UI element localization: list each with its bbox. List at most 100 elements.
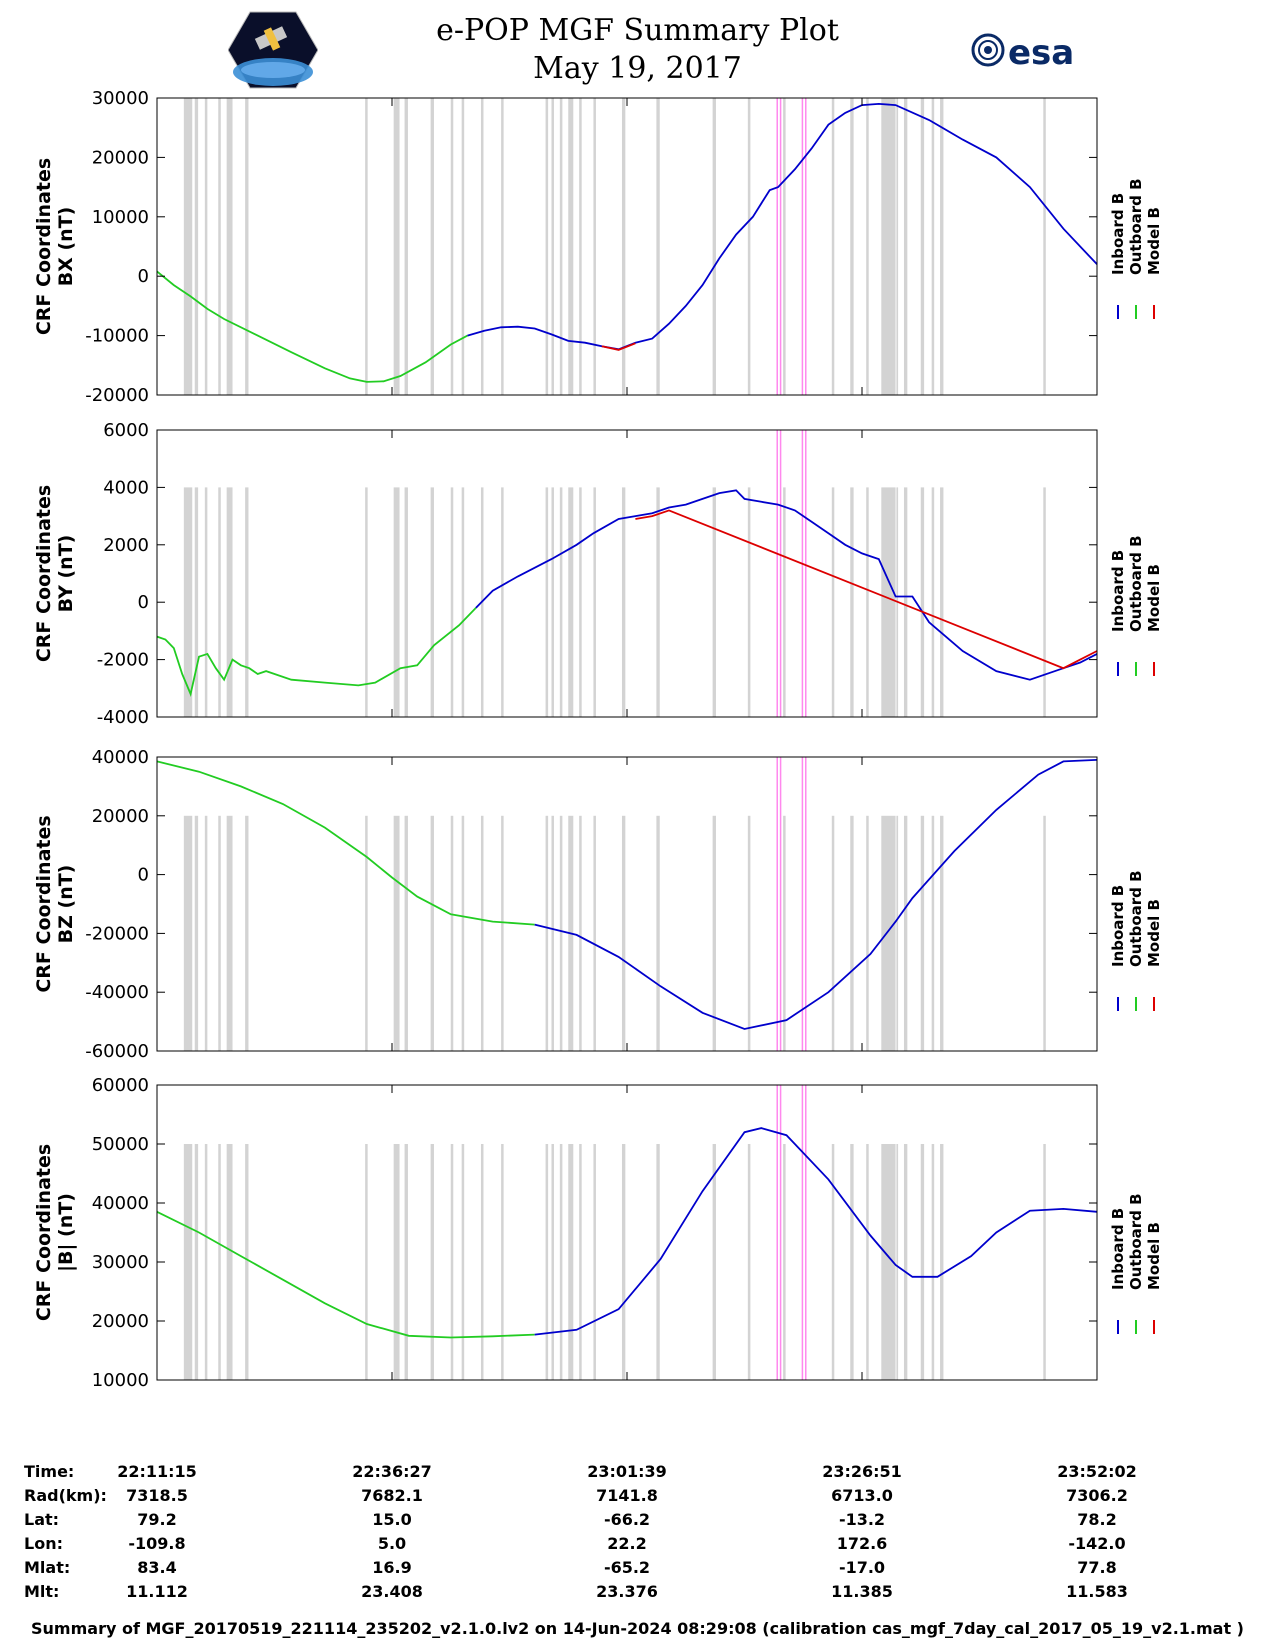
panel-4: 60000 50000 40000 30000 20000 10000 CRF Coordi…: [33, 1075, 1163, 1391]
gap-band: [501, 815, 504, 1051]
y-tick-label: 60000: [92, 1075, 149, 1096]
gap-band: [920, 1144, 925, 1380]
gap-band: [866, 487, 869, 717]
gap-band: [559, 487, 563, 717]
info-cell: 7306.2: [1066, 1486, 1128, 1505]
gap-band: [194, 98, 199, 395]
gap-band: [461, 487, 465, 717]
gap-band: [545, 815, 549, 1051]
gap-band: [747, 1144, 751, 1380]
gap-band: [866, 98, 869, 395]
y-tick-label: -60000: [85, 1041, 149, 1062]
title-block: e-POP MGF Summary Plot May 19, 2017: [0, 12, 1275, 88]
gap-band: [480, 815, 484, 1051]
info-row: Time: 22:11:15 22:36:27 23:01:39 23:26:51 23:…: [0, 1462, 1275, 1486]
gap-band: [501, 487, 504, 717]
gap-band: [850, 98, 854, 395]
info-cell: -65.2: [603, 1558, 651, 1577]
gap-band: [183, 487, 193, 717]
info-cell: 83.4: [137, 1558, 177, 1577]
gap-band: [579, 1144, 582, 1380]
gap-band: [1043, 1144, 1046, 1380]
info-row: Lon: -109.8 5.0 22.2 172.6 -142.0: [0, 1534, 1275, 1558]
gap-band: [404, 487, 408, 717]
gap-band: [621, 1144, 626, 1380]
gap-band: [404, 98, 408, 395]
gap-band: [245, 815, 249, 1051]
info-cell: 23.376: [596, 1582, 658, 1601]
gap-band: [365, 487, 368, 717]
gap-band: [226, 487, 233, 717]
info-cell: 11.385: [831, 1582, 893, 1601]
y-axis-label-line1: CRF Coordinates: [33, 815, 55, 992]
gap-band: [461, 1144, 465, 1380]
legend-label: Inboard B: [1109, 193, 1127, 275]
info-cell: 23:26:51: [822, 1462, 902, 1481]
panel-1: 30000 20000 10000 0 -10000 -20000 CRF Coordina…: [33, 88, 1163, 406]
panel-3: 40000 20000 0 -20000 -40000 -60000 CRF Coordin…: [33, 747, 1163, 1062]
info-cell: 22.2: [607, 1534, 647, 1553]
y-tick-label: 10000: [92, 207, 149, 228]
series-model-b: [635, 509, 1098, 670]
gap-band: [204, 98, 208, 395]
gap-band: [881, 815, 896, 1051]
info-cell: 77.8: [1077, 1558, 1117, 1577]
gap-band: [747, 98, 751, 395]
y-axis-label-line2: BY (nT): [55, 535, 77, 613]
gap-band: [896, 815, 899, 1051]
gap-band: [404, 815, 408, 1051]
gap-band: [881, 1144, 896, 1380]
gap-band: [226, 1144, 233, 1380]
epop-mission-logo: [228, 11, 318, 89]
gap-band: [903, 487, 908, 717]
gap-band: [183, 98, 193, 395]
info-cell: 11.583: [1066, 1582, 1128, 1601]
info-cell: 15.0: [372, 1510, 412, 1529]
series-outboard-b: [156, 270, 468, 383]
gap-band: [593, 1144, 596, 1380]
gap-band: [393, 98, 400, 395]
gap-band: [365, 815, 368, 1051]
gap-band: [850, 815, 854, 1051]
y-tick-label: 4000: [103, 477, 149, 498]
y-axis-label-line2: BX (nT): [55, 207, 77, 287]
info-cell: 79.2: [137, 1510, 177, 1529]
gap-band: [831, 815, 835, 1051]
info-cell: 22:11:15: [117, 1462, 197, 1481]
gap-band: [621, 487, 626, 717]
gap-band: [430, 98, 434, 395]
gap-band: [850, 487, 854, 717]
info-row-label: Lat:: [24, 1510, 60, 1529]
gap-band: [881, 487, 896, 717]
y-tick-label: -20000: [85, 385, 149, 406]
y-tick-label: 20000: [92, 1311, 149, 1332]
gap-band: [545, 98, 549, 395]
gap-band: [712, 815, 716, 1051]
gap-band: [931, 815, 935, 1051]
gap-band: [656, 487, 660, 717]
y-tick-label: 50000: [92, 1134, 149, 1155]
gap-band: [194, 1144, 199, 1380]
gap-band: [218, 98, 221, 395]
y-tick-label: 0: [138, 592, 149, 613]
gap-band: [365, 98, 368, 395]
gap-band: [831, 487, 835, 717]
gap-band: [204, 1144, 208, 1380]
gap-band: [712, 1144, 716, 1380]
gap-band: [480, 1144, 484, 1380]
legend-label: Model B: [1145, 564, 1163, 632]
info-cell: -142.0: [1068, 1534, 1126, 1553]
gap-band: [551, 98, 554, 395]
gap-band: [450, 487, 454, 717]
y-tick-label: -20000: [85, 923, 149, 944]
esa-logo: esa: [971, 33, 1074, 73]
gap-band: [850, 1144, 854, 1380]
gap-band: [783, 815, 786, 1051]
gap-band: [920, 815, 925, 1051]
gap-band: [903, 1144, 908, 1380]
series-outboard-b: [156, 607, 477, 697]
footer-caption: Summary of MGF_20170519_221114_235202_v2…: [31, 1619, 1244, 1638]
legend-label: Outboard B: [1127, 870, 1145, 967]
plot-frame: [156, 97, 1098, 396]
y-axis-label: CRF CoordinatesBY (nT): [33, 485, 77, 662]
